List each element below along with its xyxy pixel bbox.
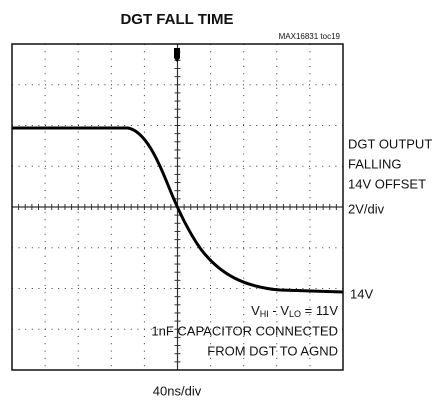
annotation: VHI - VLO = 11V bbox=[251, 303, 338, 319]
annotation-part: = 11V bbox=[301, 303, 338, 318]
channel-label: DGT OUTPUT bbox=[348, 136, 432, 151]
channel-label: 2V/div bbox=[348, 201, 385, 216]
ground-label: 14V bbox=[350, 286, 373, 301]
grid bbox=[12, 44, 343, 370]
screen-border bbox=[11, 43, 344, 371]
trigger-marker bbox=[174, 48, 180, 62]
time-scale: 40ns/div bbox=[153, 383, 202, 398]
annotation-part: V bbox=[251, 303, 260, 318]
trace bbox=[12, 126, 344, 294]
note: 1nF CAPACITOR CONNECTED bbox=[151, 323, 338, 338]
annotation-sub: HI bbox=[260, 309, 269, 319]
annotation-part: - V bbox=[269, 303, 290, 318]
annotation-sub: LO bbox=[289, 309, 301, 319]
channel-label: 14V OFFSET bbox=[348, 176, 426, 191]
chart-title: DGT FALL TIME bbox=[120, 11, 233, 28]
channel-label: FALLING bbox=[348, 156, 401, 171]
figure-id: MAX16831 toc19 bbox=[279, 32, 341, 41]
note: FROM DGT TO AGND bbox=[207, 343, 338, 358]
